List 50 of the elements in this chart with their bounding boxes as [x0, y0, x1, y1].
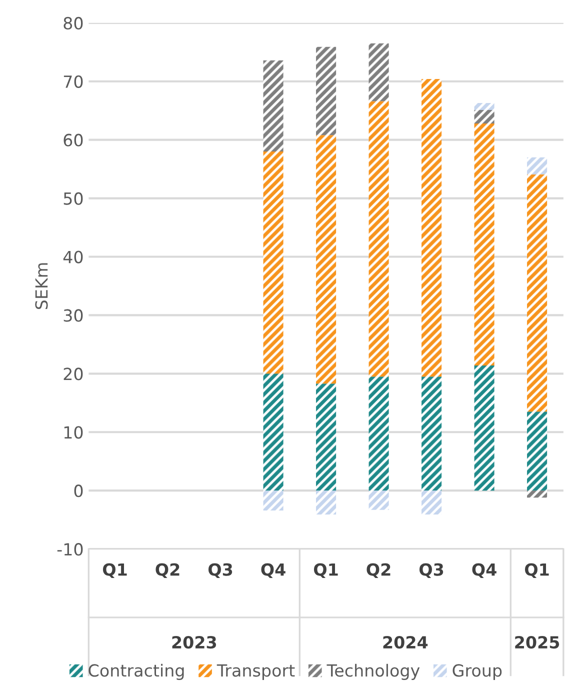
bar: [316, 490, 336, 515]
bar: [316, 135, 336, 384]
bar: [474, 365, 494, 491]
bar: [527, 412, 548, 491]
text: 2023: [172, 636, 216, 649]
y-tick-label: 50: [64, 192, 83, 205]
y-tick-label: 30: [64, 309, 83, 322]
x-tick-label: Q1: [524, 563, 549, 578]
y-tick-label: 80: [64, 16, 83, 30]
bar: [263, 152, 284, 374]
bar: [527, 157, 548, 174]
bar: [422, 376, 442, 491]
text: 2024: [383, 636, 428, 649]
bar: [422, 79, 442, 377]
bar: [316, 46, 336, 136]
x-tick-label: Q4: [261, 563, 286, 578]
x-tick-label: Q3: [208, 563, 232, 578]
bar: [422, 490, 442, 515]
bar: [263, 60, 284, 152]
x-tick-label: Q4: [472, 563, 496, 578]
text: 2025: [515, 636, 560, 649]
y-tick-label: 70: [64, 75, 83, 88]
legend-label: Contracting: [88, 664, 184, 680]
bar: [527, 490, 548, 498]
legend-label: Transport: [216, 664, 295, 680]
bar: [263, 490, 284, 510]
y-axis-title: SEKm: [35, 263, 48, 310]
legend-label: Group: [452, 664, 502, 680]
x-tick-label: Q1: [314, 563, 338, 578]
y-tick-label: 10: [64, 426, 83, 439]
bar: [474, 110, 494, 124]
y-tick-label: 0: [74, 484, 83, 498]
legend-label: Technology: [326, 664, 420, 680]
y-tick-label: 40: [63, 250, 83, 264]
bar: [368, 490, 389, 510]
bar: [474, 103, 494, 110]
bar: [527, 174, 548, 412]
x-tick-label: Q3: [419, 563, 444, 578]
x-tick-label: Q2: [366, 563, 390, 578]
y-tick-label: 60: [64, 134, 83, 146]
y-tick-label: -10: [57, 543, 83, 556]
bar: [316, 384, 336, 491]
x-tick-label: Q1: [102, 563, 127, 578]
bar: [368, 43, 389, 102]
bar: [474, 123, 494, 366]
bar: [263, 374, 284, 491]
bar: [368, 101, 389, 377]
y-tick-label: 20: [64, 368, 83, 380]
x-tick-label: Q2: [156, 563, 180, 578]
bar: [368, 376, 389, 491]
